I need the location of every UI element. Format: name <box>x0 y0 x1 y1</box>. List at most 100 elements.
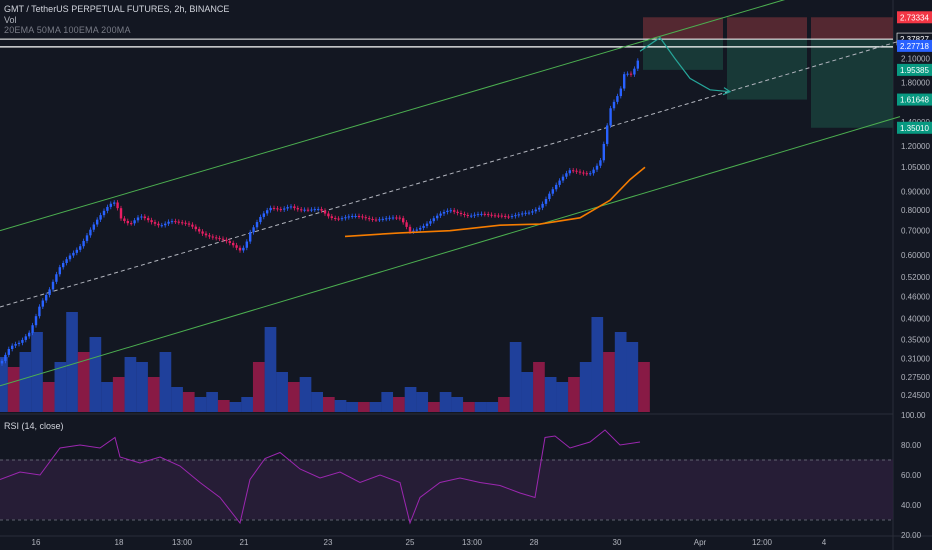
volume-bar <box>54 362 67 412</box>
rsi-band <box>0 459 893 520</box>
risk-reward-zones[interactable] <box>0 17 893 128</box>
symbol-title[interactable]: GMT / TetherUS PERPETUAL FUTURES, 2h, BI… <box>4 4 230 14</box>
price-tag-box <box>897 11 932 24</box>
candle-body <box>388 217 391 219</box>
candle-body <box>21 339 24 343</box>
candle-body <box>507 216 510 218</box>
candle-body <box>55 274 58 282</box>
candle-body <box>582 172 585 174</box>
time-tick-label: 12:00 <box>752 538 773 547</box>
volume-bar <box>334 400 347 412</box>
candle-body <box>327 213 330 217</box>
candle-body <box>225 239 228 242</box>
volume-label: Vol <box>4 15 17 25</box>
price-tick-label: 0.70000 <box>901 227 930 236</box>
candle-body <box>153 222 157 224</box>
candle-body <box>191 224 194 227</box>
volume-bar <box>19 352 32 412</box>
candle-body <box>136 217 140 221</box>
candle-body <box>510 216 514 218</box>
volume-bar <box>614 332 627 412</box>
price-tick-label: 0.35000 <box>901 335 930 344</box>
candle-body <box>524 212 527 214</box>
candle-body <box>483 213 486 215</box>
candle-body <box>215 237 218 239</box>
candle-body <box>62 262 65 268</box>
candle-body <box>11 345 14 349</box>
candle-body <box>245 241 248 248</box>
volume-bar <box>439 392 452 412</box>
candle-body <box>633 68 636 75</box>
time-tick-label: 25 <box>406 538 415 547</box>
candle-body <box>14 344 17 346</box>
candle-body <box>480 213 483 215</box>
candle-body <box>140 216 143 218</box>
candle-body <box>381 218 384 220</box>
candle-body <box>354 215 357 217</box>
time-tick-label: 13:00 <box>462 538 483 547</box>
candle-body <box>351 215 354 217</box>
candle-body <box>412 230 415 232</box>
volume-bar <box>159 352 172 412</box>
price-tag-label: 1.35010 <box>900 124 929 133</box>
candle-body <box>320 209 323 211</box>
candle-body <box>272 207 276 209</box>
candle-body <box>24 336 27 340</box>
candle-body <box>449 210 452 212</box>
price-tick-label: 0.24500 <box>901 391 930 400</box>
volume-bar <box>358 402 370 412</box>
volume-bar <box>568 377 580 412</box>
candle-body <box>204 233 208 236</box>
price-tick-label: 0.27500 <box>901 373 930 382</box>
candle-body <box>378 219 381 221</box>
candle-body <box>232 242 235 246</box>
candle-body <box>72 252 75 256</box>
price-tick-label: 1.20000 <box>901 142 930 151</box>
candle-body <box>201 231 204 234</box>
candle-body <box>259 216 262 223</box>
candle-body <box>85 235 89 241</box>
price-tick-label: 0.80000 <box>901 206 930 215</box>
candle-body <box>133 220 136 224</box>
candle-body <box>436 215 439 219</box>
candle-body <box>177 221 180 223</box>
candle-body <box>466 215 469 217</box>
candle-body <box>31 325 34 333</box>
candle-body <box>28 332 31 337</box>
candle-body <box>289 206 293 208</box>
price-projection[interactable] <box>639 36 732 96</box>
channel-mid-line <box>0 40 901 308</box>
candle-body <box>51 281 55 290</box>
ma-legend[interactable]: 20EMA 50MA 100EMA 200MA <box>4 25 131 35</box>
candle-body <box>38 306 41 317</box>
time-axis[interactable]: 16 18 13:00 21 23 25 13:00 28 30 Apr 12:00 4 <box>32 538 827 547</box>
volume-bar <box>393 397 405 412</box>
candle-body <box>538 207 541 210</box>
candle-body <box>143 216 146 219</box>
candle-body <box>565 173 568 177</box>
volume-bar <box>206 392 218 412</box>
candle-body <box>572 170 575 172</box>
candle-body <box>340 218 344 220</box>
rsi-label[interactable]: RSI (14, close) <box>4 421 64 431</box>
candle-body <box>164 223 167 226</box>
price-channel[interactable] <box>0 0 901 387</box>
candle-body <box>208 235 211 237</box>
volume-bar <box>533 362 545 412</box>
volume-bar <box>31 332 43 412</box>
candle-body <box>167 221 170 224</box>
volume-bar <box>229 402 242 412</box>
candle-body <box>612 101 616 109</box>
price-tag-box <box>897 121 932 134</box>
volume-bar <box>276 372 288 412</box>
candle-body <box>269 207 272 211</box>
candle-body <box>487 214 490 216</box>
rsi-tick-label: 20.00 <box>901 531 922 540</box>
candle-body <box>147 218 150 221</box>
candle-body <box>68 255 72 260</box>
candle-body <box>504 215 507 217</box>
candle-body <box>514 215 517 217</box>
candle-body <box>283 208 286 210</box>
volume-bar <box>7 367 20 412</box>
